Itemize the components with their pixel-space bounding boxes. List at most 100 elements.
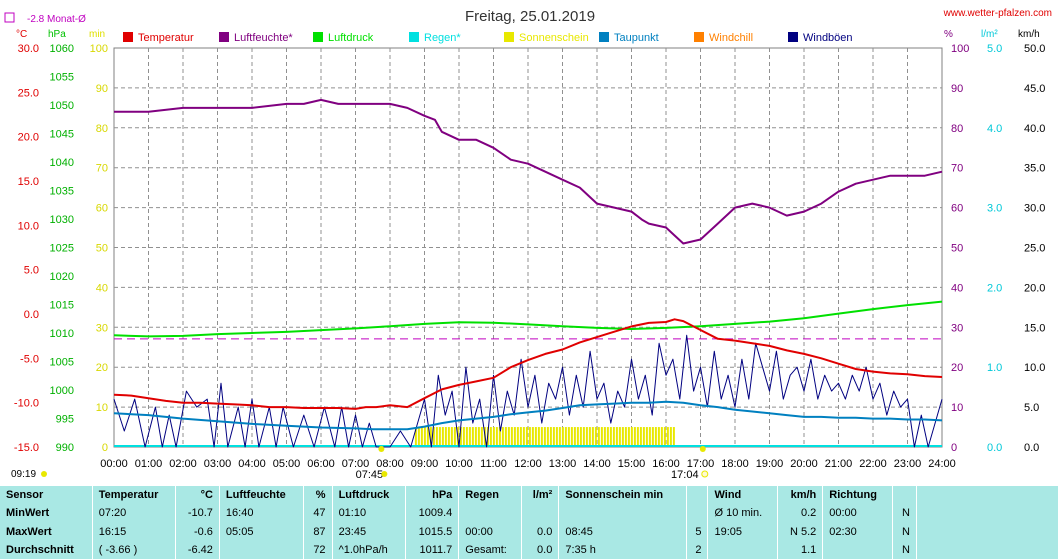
stats-cell: 1009.4 [404, 504, 459, 523]
pressure-tick-label: 995 [56, 414, 74, 426]
stats-header-cell [685, 486, 708, 505]
temp-tick-label: 30.0 [18, 43, 39, 55]
sun-tick-label: 50 [96, 243, 108, 255]
rain-tick-label: 3.0 [987, 203, 1002, 215]
temp-tick-label: 0.0 [24, 309, 39, 321]
stats-cell: 47 [302, 504, 333, 523]
humidity-tick-label: 70 [951, 163, 963, 175]
legend-label: Luftfeuchte* [234, 32, 293, 44]
stats-header-cell: Richtung [822, 486, 893, 505]
website-link[interactable]: www.wetter-pfalzen.com [943, 8, 1052, 19]
wind-tick-label: 45.0 [1024, 83, 1045, 95]
chart-title: Freitag, 25.01.2019 [465, 8, 595, 25]
stats-cell: 00:00 [458, 522, 522, 541]
legend-swatch [694, 32, 704, 42]
stats-cell [707, 540, 778, 559]
sun-tick-label: 10 [96, 402, 108, 414]
pressure-tick-label: 1045 [50, 129, 74, 141]
sun-tick-label: 0 [102, 442, 108, 454]
humidity-tick-label: 10 [951, 402, 963, 414]
statistics-filler [916, 486, 1058, 559]
stats-header-cell: Luftdruck [331, 486, 406, 505]
pressure-tick-label: 1010 [50, 328, 74, 340]
sunset-marker [699, 446, 706, 452]
humidity-tick-label: 100 [951, 43, 969, 55]
legend-swatch [788, 32, 798, 42]
time-tick-label: 11:00 [480, 458, 507, 470]
stats-cell: N [891, 540, 916, 559]
stats-cell: 16:40 [218, 504, 304, 523]
pressure-tick-label: 1025 [50, 243, 74, 255]
time-tick-label: 15:00 [618, 458, 646, 470]
time-tick-label: 02:00 [169, 458, 197, 470]
stats-cell: 07:20 [91, 504, 176, 523]
time-tick-label: 16:00 [652, 458, 680, 470]
wind-tick-label: 5.0 [1024, 402, 1039, 414]
sunset-sun-icon [701, 470, 709, 478]
legend-swatch [123, 32, 133, 42]
stats-header-cell: Wind [707, 486, 778, 505]
time-tick-label: 01:00 [135, 458, 163, 470]
stats-cell [822, 540, 893, 559]
time-tick-label: 22:00 [859, 458, 887, 470]
stats-header-cell: hPa [404, 486, 459, 505]
humidity-tick-label: 30 [951, 322, 963, 334]
time-tick-label: 00:00 [100, 458, 128, 470]
stats-cell: 02:30 [822, 522, 893, 541]
rain-tick-label: 5.0 [987, 43, 1002, 55]
humidity-tick-label: 80 [951, 123, 963, 135]
legend-swatch [599, 32, 609, 42]
stats-cell: N [891, 522, 916, 541]
pressure-tick-label: 1005 [50, 357, 74, 369]
wind-tick-label: 25.0 [1024, 243, 1045, 255]
rain-tick-label: 2.0 [987, 282, 1002, 294]
wind-tick-label: 0.0 [1024, 442, 1039, 454]
rain-unit-label: l/m² [981, 29, 998, 40]
stats-cell: 16:15 [91, 522, 176, 541]
sun-tick-label: 90 [96, 83, 108, 95]
stats-cell: 72 [302, 540, 333, 559]
time-tick-label: 19:00 [756, 458, 784, 470]
stats-row: MaxWert 16:15 -0.6 05:05 87 23:45 1015.5 00:00 0… [0, 522, 916, 541]
time-tick-label: 24:00 [928, 458, 956, 470]
wind-tick-label: 20.0 [1024, 282, 1045, 294]
stats-row: Durchschnitt ( -3.66 ) -6.42 72 ^1.0hPa/h 101… [0, 540, 916, 559]
pressure-tick-label: 1000 [50, 385, 74, 397]
temp-tick-label: 15.0 [18, 176, 39, 188]
time-tick-label: 20:00 [790, 458, 818, 470]
humidity-tick-label: 20 [951, 362, 963, 374]
rain-tick-label: 1.0 [987, 362, 1002, 374]
time-tick-label: 21:00 [825, 458, 853, 470]
stats-header-cell: °C [175, 486, 220, 505]
wind-tick-label: 50.0 [1024, 43, 1045, 55]
humidity-tick-label: 0 [951, 442, 957, 454]
stats-header-row: Sensor Temperatur °C Luftfeuchte% Luftdruck h… [0, 486, 916, 505]
temp-tick-label: 10.0 [18, 220, 39, 232]
sunshine-bars [414, 427, 675, 447]
temp-tick-label: 20.0 [18, 132, 39, 144]
sunrise-marker [378, 446, 385, 452]
time-tick-label: 06:00 [307, 458, 335, 470]
wind-unit-label: km/h [1018, 29, 1040, 40]
stats-cell: N [891, 504, 916, 523]
stats-cell: 08:45 [558, 522, 687, 541]
temp-tick-label: 25.0 [18, 87, 39, 99]
time-tick-label: 07:00 [342, 458, 370, 470]
wind-tick-label: 15.0 [1024, 322, 1045, 334]
time-tick-label: 14:00 [583, 458, 611, 470]
time-tick-label: 09:00 [411, 458, 439, 470]
rain-tick-label: 4.0 [987, 123, 1002, 135]
chart-axes: 30.0 25.0 20.0 15.0 10.0 5.0 0.0 -5.0 -10.0 -15.0… [14, 43, 1046, 481]
temp-tick-label: -5.0 [20, 353, 39, 365]
sun-unit-label: min [89, 29, 105, 40]
rain-tick-label: 0.0 [987, 442, 1002, 454]
stats-row-label: MaxWert [6, 525, 52, 538]
stats-cell: 2 [685, 540, 708, 559]
sunset-time: 17:04 [671, 469, 699, 481]
stats-cell [558, 504, 687, 523]
month-average-marker-icon [4, 12, 15, 23]
stats-cell: 1011.7 [404, 540, 459, 559]
sunrise-time: 07:45 [356, 469, 384, 481]
stats-row-label: Durchschnitt [6, 543, 74, 556]
time-tick-label: 04:00 [238, 458, 266, 470]
